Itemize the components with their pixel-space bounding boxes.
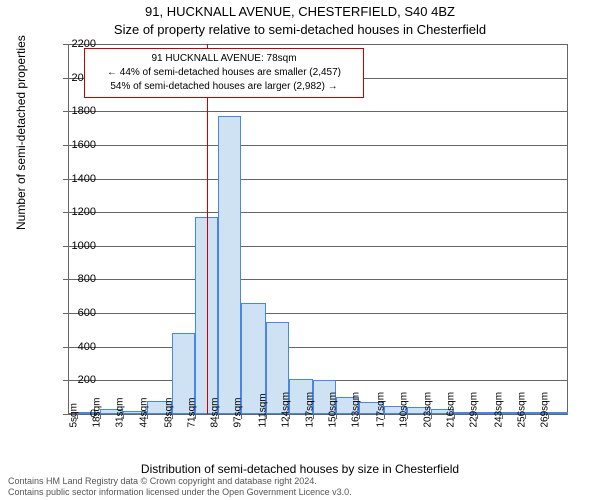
y-tick-label: 1600 <box>46 139 96 151</box>
grid-line <box>68 347 568 348</box>
info-box-line: 91 HUCKNALL AVENUE: 78sqm <box>91 52 357 66</box>
footer-line-2: Contains public sector information licen… <box>8 487 352 498</box>
y-tick-label: 400 <box>46 341 96 353</box>
info-box: 91 HUCKNALL AVENUE: 78sqm← 44% of semi-d… <box>84 48 364 98</box>
y-axis-label: Number of semi-detached properties <box>14 35 28 230</box>
y-tick-label: 1800 <box>46 105 96 117</box>
footer-attribution: Contains HM Land Registry data © Crown c… <box>8 476 352 498</box>
y-tick-label: 1400 <box>46 173 96 185</box>
marker-line <box>207 44 208 414</box>
grid-line <box>68 179 568 180</box>
y-tick-label: 1200 <box>46 206 96 218</box>
histogram-bar <box>218 116 241 414</box>
grid-line <box>68 145 568 146</box>
y-tick-label: 1000 <box>46 240 96 252</box>
plot-area <box>68 44 568 414</box>
grid-line <box>68 313 568 314</box>
footer-line-1: Contains HM Land Registry data © Crown c… <box>8 476 352 487</box>
grid-line <box>68 44 568 45</box>
chart-title-main: 91, HUCKNALL AVENUE, CHESTERFIELD, S40 4… <box>0 4 600 19</box>
y-tick-label: 800 <box>46 273 96 285</box>
grid-line <box>68 111 568 112</box>
y-tick-label: 600 <box>46 307 96 319</box>
grid-line <box>68 212 568 213</box>
grid-line <box>68 279 568 280</box>
y-tick-label: 200 <box>46 374 96 386</box>
x-axis-label: Distribution of semi-detached houses by … <box>0 462 600 476</box>
info-box-line: 54% of semi-detached houses are larger (… <box>91 80 357 94</box>
plot-frame <box>68 44 568 414</box>
chart-title-sub: Size of property relative to semi-detach… <box>0 22 600 37</box>
chart-container: 91, HUCKNALL AVENUE, CHESTERFIELD, S40 4… <box>0 0 600 500</box>
info-box-line: ← 44% of semi-detached houses are smalle… <box>91 66 357 80</box>
grid-line <box>68 246 568 247</box>
histogram-bar <box>548 412 568 414</box>
